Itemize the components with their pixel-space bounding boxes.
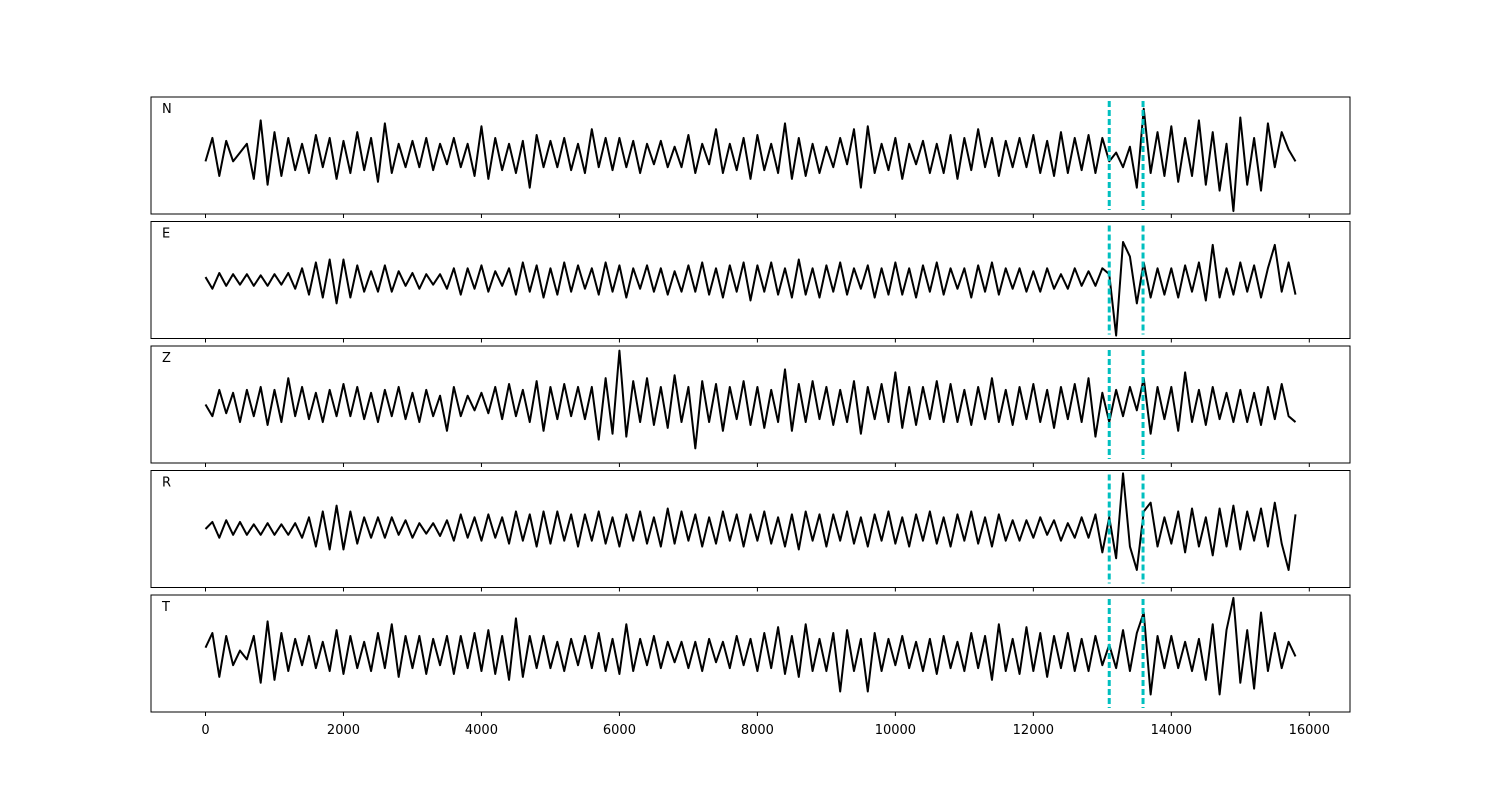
x-tick-label: 4000 xyxy=(465,723,498,738)
axes-frame xyxy=(150,345,1351,464)
axes-frame xyxy=(150,221,1351,339)
x-tick-label: 8000 xyxy=(741,723,774,738)
trace xyxy=(204,349,1297,450)
panel-label: T xyxy=(161,600,170,615)
x-tick-label: 2000 xyxy=(327,723,360,738)
panel-label: E xyxy=(162,227,170,242)
x-tick-label: 0 xyxy=(201,723,209,738)
trace xyxy=(204,472,1297,571)
x-tick-label: 14000 xyxy=(1151,723,1192,738)
x-tick-label: 16000 xyxy=(1289,723,1330,738)
trace xyxy=(204,107,1297,213)
panel-label: N xyxy=(162,102,172,117)
panel-label: Z xyxy=(162,351,171,366)
axes-frame xyxy=(150,470,1351,588)
axes-frame xyxy=(150,594,1351,713)
axes-frame xyxy=(150,96,1351,215)
trace xyxy=(204,240,1297,337)
x-tick-label: 10000 xyxy=(875,723,916,738)
x-tick-label: 6000 xyxy=(603,723,636,738)
panel-label: R xyxy=(162,476,171,491)
trace xyxy=(204,596,1297,696)
x-tick-label: 12000 xyxy=(1013,723,1054,738)
